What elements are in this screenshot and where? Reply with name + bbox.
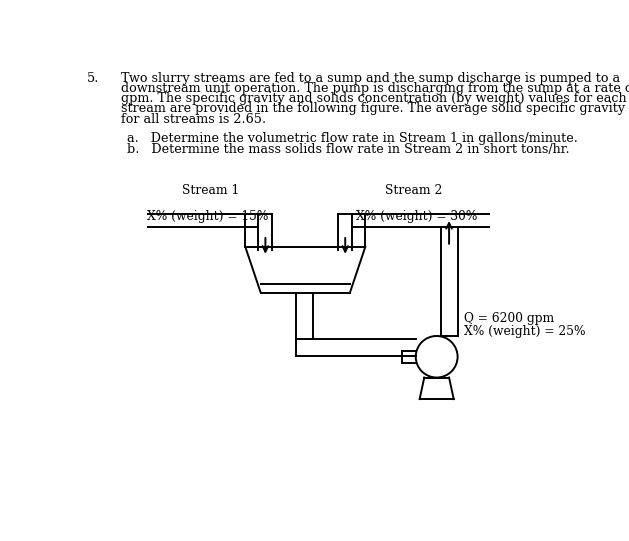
Text: for all streams is 2.65.: for all streams is 2.65. — [121, 113, 266, 126]
Text: 5.: 5. — [86, 72, 99, 85]
Text: stream are provided in the following figure. The average solid specific gravity : stream are provided in the following fig… — [121, 102, 629, 115]
Text: Stream 1: Stream 1 — [182, 183, 239, 196]
Text: b.   Determine the mass solids flow rate in Stream 2 in short tons/hr.: b. Determine the mass solids flow rate i… — [128, 143, 570, 156]
Text: X% (weight) = 15%: X% (weight) = 15% — [147, 210, 268, 223]
Text: Stream 2: Stream 2 — [385, 183, 442, 196]
Text: X% (weight) = 25%: X% (weight) = 25% — [464, 325, 586, 338]
Text: Two slurry streams are fed to a sump and the sump discharge is pumped to a: Two slurry streams are fed to a sump and… — [121, 72, 620, 85]
Text: a.   Determine the volumetric flow rate in Stream 1 in gallons/minute.: a. Determine the volumetric flow rate in… — [128, 132, 578, 145]
Text: X% (weight) = 30%: X% (weight) = 30% — [356, 210, 477, 223]
Text: downstream unit operation. The pump is discharging from the sump at a rate of 62: downstream unit operation. The pump is d… — [121, 82, 629, 95]
Text: Q = 6200 gpm: Q = 6200 gpm — [464, 312, 554, 325]
Text: gpm. The specific gravity and solids concentration (by weight) values for each p: gpm. The specific gravity and solids con… — [121, 92, 629, 105]
